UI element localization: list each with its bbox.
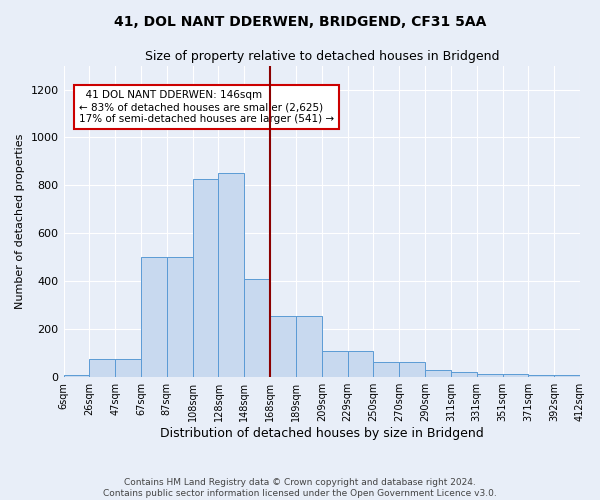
Bar bbox=[554, 375, 580, 377]
Bar bbox=[270, 316, 296, 377]
X-axis label: Distribution of detached houses by size in Bridgend: Distribution of detached houses by size … bbox=[160, 427, 484, 440]
Bar bbox=[503, 374, 529, 377]
Bar bbox=[451, 372, 477, 377]
Title: Size of property relative to detached houses in Bridgend: Size of property relative to detached ho… bbox=[145, 50, 499, 63]
Bar bbox=[529, 375, 554, 377]
Bar bbox=[141, 258, 167, 377]
Text: 41 DOL NANT DDERWEN: 146sqm
← 83% of detached houses are smaller (2,625)
17% of : 41 DOL NANT DDERWEN: 146sqm ← 83% of det… bbox=[79, 90, 334, 124]
Bar bbox=[399, 362, 425, 377]
Bar bbox=[64, 375, 89, 377]
Bar bbox=[296, 316, 322, 377]
Y-axis label: Number of detached properties: Number of detached properties bbox=[15, 134, 25, 309]
Bar bbox=[347, 351, 373, 377]
Bar bbox=[89, 359, 115, 377]
Bar bbox=[115, 359, 141, 377]
Text: 41, DOL NANT DDERWEN, BRIDGEND, CF31 5AA: 41, DOL NANT DDERWEN, BRIDGEND, CF31 5AA bbox=[114, 15, 486, 29]
Bar bbox=[322, 351, 347, 377]
Text: Contains HM Land Registry data © Crown copyright and database right 2024.
Contai: Contains HM Land Registry data © Crown c… bbox=[103, 478, 497, 498]
Bar bbox=[218, 174, 244, 377]
Bar bbox=[477, 374, 503, 377]
Bar bbox=[167, 258, 193, 377]
Bar bbox=[244, 279, 270, 377]
Bar bbox=[425, 370, 451, 377]
Bar bbox=[373, 362, 399, 377]
Bar bbox=[193, 180, 218, 377]
